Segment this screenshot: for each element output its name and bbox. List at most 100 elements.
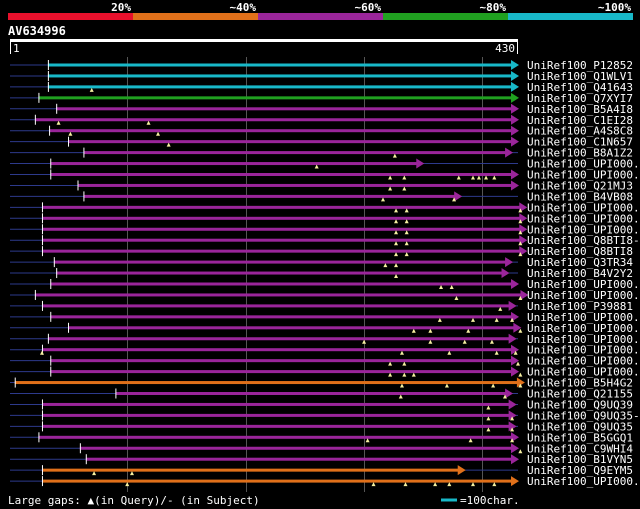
gap-marker (518, 230, 523, 235)
gap-marker (399, 350, 404, 355)
hit-match-bar (38, 435, 512, 439)
hit-match-bar (50, 282, 512, 286)
hit-label: UniRef100_C9WHI4 (527, 442, 633, 455)
hit-row: UniRef100_Q8BTI8 (10, 245, 633, 258)
gap-marker (516, 361, 520, 366)
hit-match-bar (56, 107, 512, 111)
hit-label: UniRef100_Q8BTI8 (527, 245, 633, 258)
hit-row: UniRef100_UPI000.. (10, 212, 640, 225)
hit-row: UniRef100_Q9UQ35-2 (10, 409, 640, 422)
hit-end-arrow (513, 322, 522, 333)
gap-marker (392, 153, 397, 158)
gap-marker (402, 186, 407, 191)
hit-match-bar (47, 63, 513, 67)
gap-marker (56, 120, 61, 125)
hit-row: UniRef100_Q7XYI7 (10, 92, 633, 105)
gap-marker (439, 285, 444, 289)
hit-end-arrow (508, 410, 517, 421)
gap-marker (518, 372, 523, 377)
hit-label: UniRef100_UPI000.. (527, 322, 640, 335)
hit-match-bar (50, 359, 512, 363)
gap-marker (513, 350, 518, 355)
gap-marker (486, 405, 491, 410)
gap-marker (444, 383, 449, 388)
hit-match-bar (68, 140, 512, 144)
hit-match-bar (38, 96, 512, 100)
hit-label: UniRef100_B8A1Z2 (527, 147, 633, 160)
hit-match-bar (41, 216, 521, 220)
hit-match-bar (41, 479, 513, 483)
hit-end-arrow (511, 443, 519, 454)
query-ruler: 1 430 (10, 39, 518, 55)
gap-marker (383, 263, 388, 268)
hit-end-arrow (511, 92, 519, 103)
hit-label: UniRef100_UPI000.. (527, 311, 640, 324)
gap-marker (466, 328, 471, 333)
hit-row: UniRef100_UPI000.. (10, 201, 640, 214)
gap-marker (433, 482, 438, 487)
hit-label: UniRef100_Q3TR34 (527, 256, 633, 269)
hit-label: UniRef100_Q8BTI8-3 (527, 234, 640, 247)
hit-end-arrow (457, 465, 466, 476)
hit-end-arrow (520, 289, 529, 300)
hit-label: UniRef100_UPI000.. (527, 366, 640, 379)
hit-match-bar (56, 271, 503, 275)
hit-end-arrow (511, 81, 519, 92)
gap-marker (518, 219, 523, 224)
hit-label: UniRef100_P39881 (527, 300, 633, 313)
hit-end-arrow (511, 311, 519, 322)
hit-label: UniRef100_B5H4G2 (527, 377, 633, 390)
gap-marker (404, 230, 409, 235)
gap-marker (89, 87, 94, 92)
hit-label: UniRef100_UPI000.. (527, 212, 640, 225)
hit-end-arrow (511, 476, 519, 487)
hit-end-arrow (508, 300, 517, 311)
hit-row: UniRef100_UPI000.. (10, 223, 640, 236)
hit-match-bar (34, 118, 513, 122)
gap-marker (394, 208, 399, 213)
hit-label: UniRef100_UPI000.. (527, 158, 640, 171)
hit-end-arrow (505, 388, 514, 399)
gap-marker (403, 482, 408, 487)
gap-marker (399, 383, 404, 388)
hit-row: UniRef100_Q21155 (10, 388, 633, 401)
gap-marker (388, 372, 393, 377)
hit-label: UniRef100_UPI000.. (527, 223, 640, 236)
hit-end-arrow (511, 103, 519, 114)
hit-row: UniRef100_A4S8C8 (10, 125, 633, 138)
gap-marker (462, 339, 467, 344)
gap-marker (314, 164, 319, 169)
hit-row: UniRef100_B4V2Y2 (10, 267, 633, 280)
hit-match-bar (41, 424, 510, 428)
hit-match-bar (41, 249, 521, 253)
hit-row: UniRef100_UPI000.. (10, 169, 640, 182)
hit-label: UniRef100_Q7XYI7 (527, 92, 633, 105)
hit-label: UniRef100_UPI000.. (527, 169, 640, 182)
hit-row: UniRef100_B1VYN5 (10, 453, 633, 466)
hit-match-bar (47, 337, 510, 341)
scale-segment-3 (258, 13, 383, 20)
hit-end-arrow (511, 70, 519, 81)
hit-row: UniRef100_UPI000.. (10, 311, 640, 324)
gap-marker (492, 482, 497, 487)
hit-end-arrow (511, 279, 519, 289)
hit-label: UniRef100_Q41643 (527, 81, 633, 94)
hit-end-arrow (454, 191, 463, 202)
hit-row: UniRef100_B5A4I8 (10, 103, 633, 116)
hit-row: UniRef100_UPI000.. (10, 344, 640, 357)
hit-row: UniRef100_Q21MJ3 (10, 179, 633, 192)
gap-marker (388, 361, 393, 366)
gap-marker (388, 186, 393, 191)
gap-marker (428, 328, 433, 333)
scale-label-3: ~60% (355, 1, 382, 14)
hit-end-arrow (508, 421, 517, 432)
gap-marker (437, 317, 442, 322)
hit-match-bar (83, 194, 456, 198)
hit-match-bar (53, 260, 507, 264)
gap-marker (449, 285, 454, 289)
ruler-end-label: 430 (495, 42, 515, 55)
footer-scale-label: =100char. (460, 494, 520, 507)
gap-marker (471, 175, 476, 180)
gap-marker (398, 394, 403, 399)
scale-segment-1 (8, 13, 133, 20)
